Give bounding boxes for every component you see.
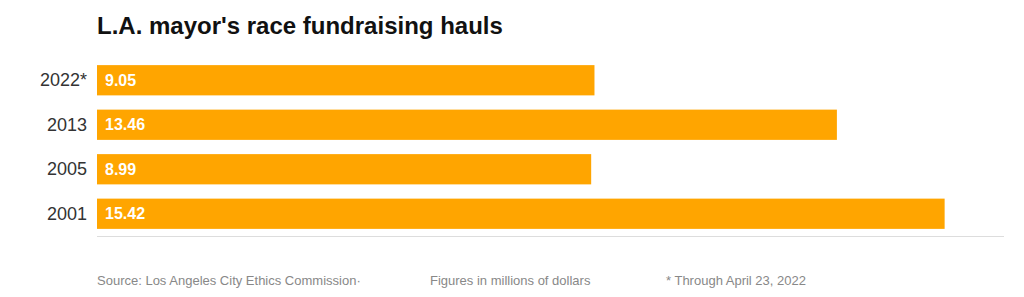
y-tick-label: 2013 (47, 115, 87, 135)
y-tick-labels: 2022* 2013 2005 2001 (40, 70, 87, 224)
data-label: 8.99 (105, 161, 136, 178)
title: L.A. mayor's race fundraising hauls (97, 12, 503, 39)
footer-note: * Through April 23, 2022 (666, 273, 806, 288)
footer-note: Figures in millions of dollars (430, 273, 591, 288)
bar (97, 65, 594, 95)
footer-note: Source: Los Angeles City Ethics Commissi… (97, 273, 361, 288)
data-label: 9.05 (105, 72, 136, 89)
chart-svg: L.A. mayor's race fundraising hauls 9.05 1… (0, 0, 1024, 297)
bar (97, 199, 945, 229)
chart-container: L.A. mayor's race fundraising hauls 9.05 1… (0, 0, 1024, 297)
bar (97, 154, 591, 184)
y-tick-label: 2005 (47, 159, 87, 179)
bar (97, 110, 837, 140)
bars (97, 65, 945, 229)
data-label: 15.42 (105, 205, 145, 222)
data-labels: 9.05 13.46 8.99 15.42 (105, 72, 145, 223)
y-tick-label: 2001 (47, 204, 87, 224)
x-axis-line (97, 236, 1004, 237)
data-label: 13.46 (105, 116, 145, 133)
y-tick-label: 2022* (40, 70, 87, 90)
